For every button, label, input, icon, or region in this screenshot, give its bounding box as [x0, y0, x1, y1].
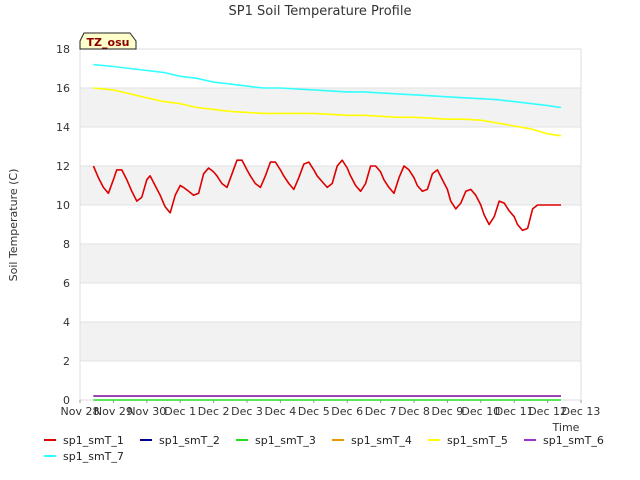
legend-label: sp1_smT_6 [543, 434, 604, 447]
y-tick-label: 8 [63, 238, 70, 251]
chart-title: SP1 Soil Temperature Profile [229, 4, 412, 19]
series-line-sp1_smT_1 [92, 159, 561, 232]
legend-label: sp1_smT_1 [63, 434, 124, 447]
y-tick-label: 10 [56, 199, 70, 212]
x-tick-label: Dec 10 [461, 405, 500, 418]
legend-label: sp1_smT_4 [351, 434, 412, 447]
background-band [80, 244, 581, 283]
x-tick-label: Dec 2 [198, 405, 230, 418]
y-tick-label: 6 [63, 277, 70, 290]
y-tick-label: 2 [63, 355, 70, 368]
site-badge: TZ_osu [79, 32, 137, 50]
y-tick-label: 14 [56, 121, 70, 134]
legend-label: sp1_smT_5 [447, 434, 508, 447]
legend-label: sp1_smT_7 [63, 450, 124, 463]
legend-label: sp1_smT_2 [159, 434, 220, 447]
y-axis-label: Soil Temperature (C) [7, 169, 20, 282]
x-tick-label: Dec 11 [495, 405, 534, 418]
series-line-sp1_smT_7 [93, 63, 562, 109]
x-tick-label: Dec 6 [331, 405, 363, 418]
x-tick-label: Dec 4 [265, 405, 297, 418]
y-tick-label: 12 [56, 160, 70, 173]
x-tick-label: Dec 9 [432, 405, 464, 418]
x-tick-label: Dec 8 [398, 405, 430, 418]
data-series [92, 63, 562, 401]
y-tick-label: 0 [63, 394, 70, 407]
legend-label: sp1_smT_3 [255, 434, 316, 447]
x-axis-label: Time [552, 421, 580, 434]
series-line-sp1_smT_5 [93, 87, 562, 137]
background-band [80, 88, 581, 127]
x-tick-label: Dec 1 [164, 405, 196, 418]
site-badge-label: TZ_osu [87, 36, 130, 49]
x-tick-label: Dec 3 [231, 405, 263, 418]
x-tick-label: Nov 29 [94, 405, 133, 418]
y-tick-label: 4 [63, 316, 70, 329]
x-tick-label: Nov 28 [61, 405, 100, 418]
x-tick-label: Dec 5 [298, 405, 330, 418]
x-tick-label: Dec 13 [562, 405, 601, 418]
background-band [80, 322, 581, 361]
x-tick-label: Dec 12 [528, 405, 567, 418]
y-tick-label: 18 [56, 43, 70, 56]
x-tick-label: Nov 30 [127, 405, 166, 418]
x-tick-label: Dec 7 [365, 405, 397, 418]
y-axis-ticks: 0 2 4 6 8 10 12 14 16 18 [56, 43, 70, 407]
background-bands [80, 88, 581, 361]
y-tick-label: 16 [56, 82, 70, 95]
legend: sp1_smT_1 sp1_smT_2 sp1_smT_3 sp1_smT_4 sp1_… [44, 434, 604, 463]
